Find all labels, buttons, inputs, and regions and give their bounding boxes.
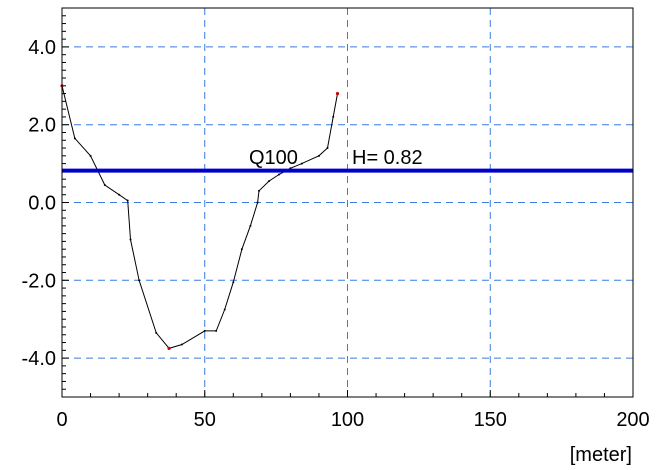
profile-layer xyxy=(60,84,340,350)
x-tick-label: 200 xyxy=(616,409,649,431)
profile-point xyxy=(118,193,121,196)
profile-point xyxy=(129,238,132,241)
profile-point xyxy=(215,329,218,332)
profile-point xyxy=(300,162,303,165)
x-tick-label: 0 xyxy=(56,409,67,431)
water-level-label: H= 0.82 xyxy=(352,147,423,169)
profile-point xyxy=(203,329,206,332)
profile-point xyxy=(167,346,171,350)
profile-point xyxy=(89,154,92,157)
profile-point xyxy=(240,248,243,251)
profile-point xyxy=(126,199,129,202)
profile-point xyxy=(277,173,280,176)
y-tick-label: 0.0 xyxy=(28,193,56,215)
x-tick-label: 100 xyxy=(331,409,364,431)
profile-point xyxy=(267,180,270,183)
profile-point xyxy=(326,147,329,150)
profile-point xyxy=(180,343,183,346)
profile-point xyxy=(138,279,141,282)
profile-point xyxy=(232,281,235,284)
grid-layer xyxy=(62,8,633,397)
y-tick-label: 2.0 xyxy=(28,115,56,137)
y-tick-label: 4.0 xyxy=(28,37,56,59)
profile-point xyxy=(256,201,259,204)
x-tick-label: 150 xyxy=(474,409,507,431)
profile-point xyxy=(335,91,340,96)
x-tick-label: 50 xyxy=(194,409,216,431)
profile-point xyxy=(223,308,226,311)
profile-point xyxy=(317,154,320,157)
profile-point xyxy=(332,115,335,118)
plot-frame xyxy=(61,7,634,398)
profile-point xyxy=(103,183,106,186)
profile-point xyxy=(249,224,252,227)
profile-point xyxy=(73,137,76,140)
profile-point xyxy=(155,331,158,334)
y-tick-label: -2.0 xyxy=(22,270,56,292)
y-tick-label: -4.0 xyxy=(22,348,56,370)
profile-label: Q100 xyxy=(249,147,298,169)
tick-label-layer: 4.0 2.0 0.0 -2.0 -4.0 0 50 100 150 200 xyxy=(22,37,650,431)
profile-point xyxy=(257,189,260,192)
x-axis-label: [meter] xyxy=(570,444,632,466)
